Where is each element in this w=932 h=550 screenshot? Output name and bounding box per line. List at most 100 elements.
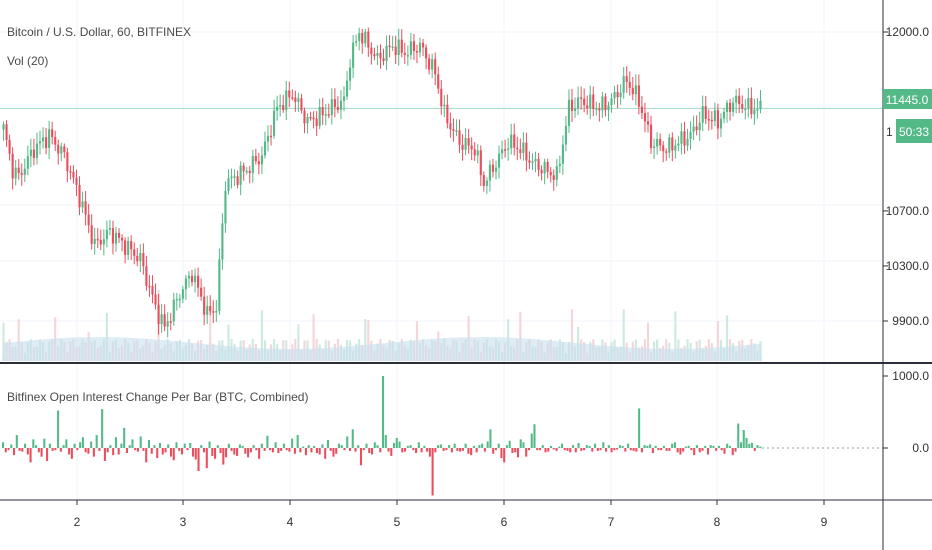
candle — [428, 54, 431, 75]
candle — [735, 89, 738, 114]
candle-body — [142, 253, 145, 267]
candle-body — [130, 240, 133, 250]
candle — [513, 123, 516, 156]
oi-bar — [236, 448, 239, 456]
candle — [583, 88, 586, 113]
candle-body — [631, 87, 634, 95]
oi-bar — [214, 448, 217, 459]
volume-label[interactable]: Vol (20) — [7, 54, 48, 68]
indicator-axis[interactable]: 1000.0 0.0 — [883, 369, 929, 455]
candle-body — [501, 149, 504, 154]
candle — [376, 45, 379, 66]
candle-body — [23, 168, 26, 175]
oi-bar — [594, 443, 597, 448]
oi-bar — [428, 448, 431, 457]
candle-body — [148, 285, 151, 288]
candle-body — [87, 214, 90, 226]
candle-body — [504, 149, 507, 151]
candle — [285, 80, 288, 121]
candle-body — [659, 138, 662, 146]
candle — [701, 95, 704, 132]
oi-bar — [288, 448, 291, 452]
oi-bar — [483, 448, 486, 452]
oi-bar — [530, 433, 533, 448]
oi-bar — [307, 445, 310, 448]
candle — [643, 102, 647, 133]
candle-body — [160, 314, 163, 325]
oi-bar — [533, 424, 536, 448]
oi-bar — [95, 435, 98, 448]
oi-bar — [544, 448, 547, 453]
candle — [716, 103, 719, 140]
oi-bar — [277, 448, 280, 454]
candle-body — [8, 139, 11, 154]
oi-bar — [208, 441, 211, 448]
oi-bar — [194, 448, 197, 460]
candle-body — [428, 58, 431, 70]
candle-body — [534, 158, 537, 162]
oi-bar — [742, 430, 745, 448]
candle — [218, 248, 221, 315]
candle — [99, 229, 102, 251]
candle — [227, 169, 230, 195]
oi-bar — [32, 439, 35, 448]
oi-bar — [370, 448, 374, 455]
candle-body — [352, 42, 355, 68]
oi-bar — [461, 448, 464, 451]
candle — [756, 98, 759, 119]
candle — [239, 161, 242, 196]
candle-body — [139, 253, 142, 262]
oi-bar — [434, 448, 437, 453]
oi-bar — [426, 448, 429, 452]
candle-body — [649, 124, 653, 149]
symbol-title[interactable]: Bitcoin / U.S. Dollar, 60, BITFINEX — [7, 25, 191, 39]
candle-body — [598, 108, 601, 111]
oi-bar — [205, 448, 208, 469]
candle-body — [397, 39, 400, 56]
candle-body — [342, 96, 346, 101]
oi-bar — [756, 445, 759, 448]
oi-bar — [172, 448, 175, 461]
oi-bar — [169, 448, 173, 457]
oi-bar — [18, 448, 21, 451]
oi-bar — [417, 442, 420, 448]
oi-bar — [679, 448, 682, 455]
candle-body — [370, 47, 373, 55]
candle-body — [540, 169, 543, 174]
candle — [321, 97, 324, 125]
candle-body — [294, 97, 297, 102]
candle — [625, 66, 628, 93]
candle — [224, 181, 227, 233]
candle-body — [221, 223, 224, 260]
oi-bar — [293, 448, 296, 454]
oi-bar — [167, 444, 170, 448]
oi-bar — [90, 441, 93, 448]
oi-bar — [332, 448, 335, 457]
indicator-title[interactable]: Bitfinex Open Interest Change Per Bar (B… — [7, 390, 308, 404]
candle-body — [245, 170, 248, 173]
candle — [722, 107, 726, 124]
oi-bar — [525, 448, 528, 457]
candle — [121, 234, 124, 252]
candle — [26, 145, 29, 176]
candle — [555, 159, 558, 187]
oi-bar — [302, 446, 305, 448]
price-axis[interactable]: 12000.0 10700.0 10300.0 9900.0 — [883, 25, 929, 328]
oi-bar — [588, 445, 591, 448]
candle — [300, 93, 303, 114]
oi-bar — [739, 442, 743, 448]
time-axis[interactable]: 2 3 4 5 6 7 8 9 — [74, 500, 828, 529]
oi-bar — [437, 445, 440, 448]
oi-bar — [701, 448, 704, 451]
price-tick-label: 10700.0 — [886, 204, 930, 218]
oi-bar — [125, 448, 128, 454]
oi-bar — [219, 448, 222, 454]
candle — [20, 163, 23, 186]
candle-body — [497, 153, 501, 168]
candle-body — [719, 118, 723, 129]
candle-body — [677, 143, 680, 146]
candle — [482, 171, 485, 192]
volume-bar — [260, 310, 263, 361]
volume-bar — [364, 319, 367, 361]
